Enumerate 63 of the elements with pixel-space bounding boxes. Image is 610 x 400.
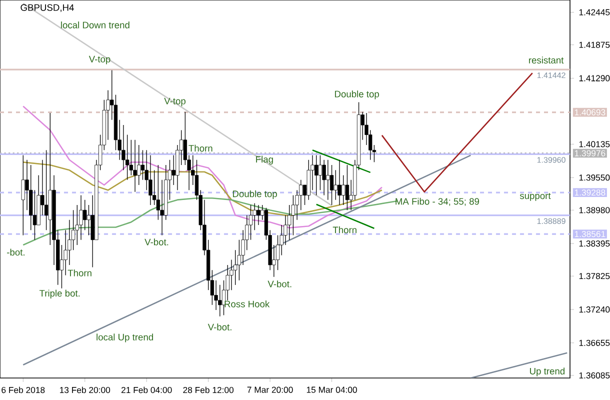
candlestick	[322, 160, 326, 196]
annotation: resistant	[529, 56, 564, 64]
y-tick-label: 1.36085	[579, 372, 610, 378]
candlestick	[314, 154, 318, 196]
y-tick-label: 1.39550	[579, 174, 610, 181]
candlestick	[318, 154, 322, 190]
candlestick	[218, 284, 222, 317]
ref-line-label: 1.40693	[574, 109, 606, 116]
candlestick	[342, 174, 346, 206]
annotation: Ross Hook	[224, 300, 270, 308]
x-tick-label: 21 Feb 04:00	[122, 386, 172, 394]
candlestick	[326, 160, 330, 200]
candlestick	[256, 204, 260, 226]
candlestick	[133, 140, 137, 192]
x-tick-label: 7 Mar 20:00	[247, 386, 293, 393]
annotation: V-top	[164, 98, 186, 106]
annotation: Triple bot.	[39, 290, 80, 298]
annotation: Thorn	[68, 269, 92, 276]
annotation: V-bot.	[144, 238, 168, 246]
x-tick-label: 6 Feb 2018	[2, 386, 45, 394]
x-tick-label: 13 Feb 20:00	[60, 386, 110, 394]
y-tick-label: 1.41290	[579, 75, 610, 82]
annotation: support	[520, 192, 551, 201]
chart-title: GBPUSD,H4	[20, 4, 74, 12]
y-tick-label: 1.37825	[579, 273, 610, 280]
y-tick-label: 1.41875	[579, 42, 610, 48]
ref-line-label: 1.38889	[537, 218, 566, 224]
x-tick-label: 15 Mar 04:00	[306, 386, 357, 393]
y-tick-label: 1.38980	[579, 207, 610, 214]
annotation: V-top	[88, 56, 110, 64]
candlestick	[86, 204, 91, 236]
annotation: Thorn	[188, 144, 212, 152]
x-tick-label: 28 Feb 12:00	[183, 386, 234, 394]
annotation: V-bot.	[268, 280, 292, 288]
annotation: Up trend	[530, 368, 564, 376]
candlestick	[21, 154, 25, 236]
candlestick	[338, 160, 342, 206]
annotation: V-bot.	[208, 324, 232, 330]
candlestick	[140, 150, 145, 180]
candlestick	[248, 204, 253, 240]
annotation: MA Fibo - 34; 55; 89	[396, 198, 480, 206]
annotation: local Down trend	[61, 22, 130, 28]
ref-line-label: 1.39976	[574, 150, 606, 156]
candlestick	[276, 234, 280, 270]
y-tick-label: 1.40135	[579, 141, 610, 148]
annotation: Thorn	[332, 226, 356, 234]
candlestick	[334, 170, 338, 200]
ref-line-label: 1.39960	[537, 157, 566, 163]
annotation: Double top	[232, 190, 277, 200]
ref-line-label: 1.38561	[574, 230, 606, 238]
y-tick-label: 1.38395	[579, 240, 610, 247]
annotation: Flag	[256, 156, 273, 164]
candlestick	[345, 164, 350, 210]
candlestick	[44, 150, 48, 230]
annotation: Double top	[335, 90, 379, 100]
y-tick-label: 1.42445	[579, 9, 610, 16]
annotation: local Up trend	[96, 334, 153, 342]
y-tick-label: 1.37240	[579, 306, 610, 313]
ref-line-label: 1.39288	[574, 189, 606, 196]
annotation: -bot.	[7, 248, 24, 256]
ref-line-label: 1.41442	[537, 72, 566, 78]
candlestick	[32, 190, 37, 240]
y-tick-label: 1.36655	[579, 340, 610, 346]
